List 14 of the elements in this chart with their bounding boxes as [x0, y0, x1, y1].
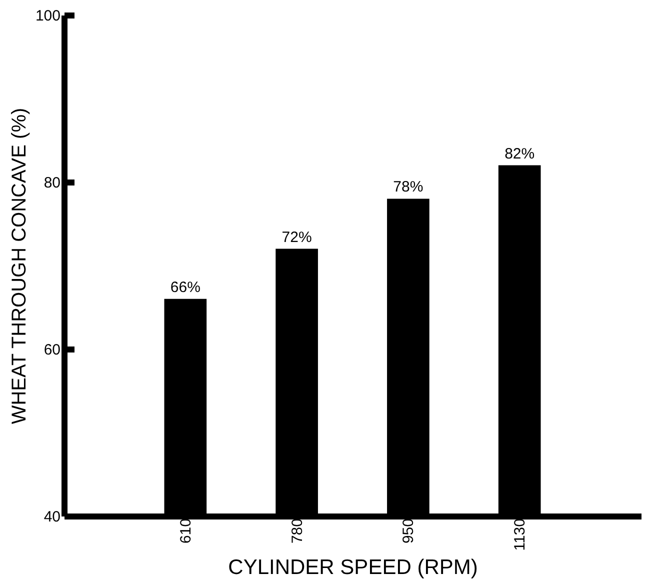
- data-label: 66%: [170, 278, 200, 296]
- data-label: 78%: [393, 178, 424, 196]
- x-tick-label: 1130: [512, 518, 529, 551]
- y-tick-label: 60: [44, 342, 60, 358]
- x-axis-title: CYLINDER SPEED (RPM): [228, 556, 478, 579]
- data-label: 72%: [282, 228, 312, 246]
- data-label: 82%: [504, 145, 535, 162]
- y-axis-title: WHEAT THROUGH CONCAVE (%): [8, 108, 30, 424]
- y-tick-label: 100: [35, 8, 60, 24]
- y-tick-label: 80: [44, 174, 60, 192]
- y-tick-label: 40: [44, 508, 60, 526]
- x-tick-label: 780: [288, 518, 306, 544]
- x-tick-label: 610: [177, 518, 194, 544]
- x-tick-label: 950: [400, 518, 418, 544]
